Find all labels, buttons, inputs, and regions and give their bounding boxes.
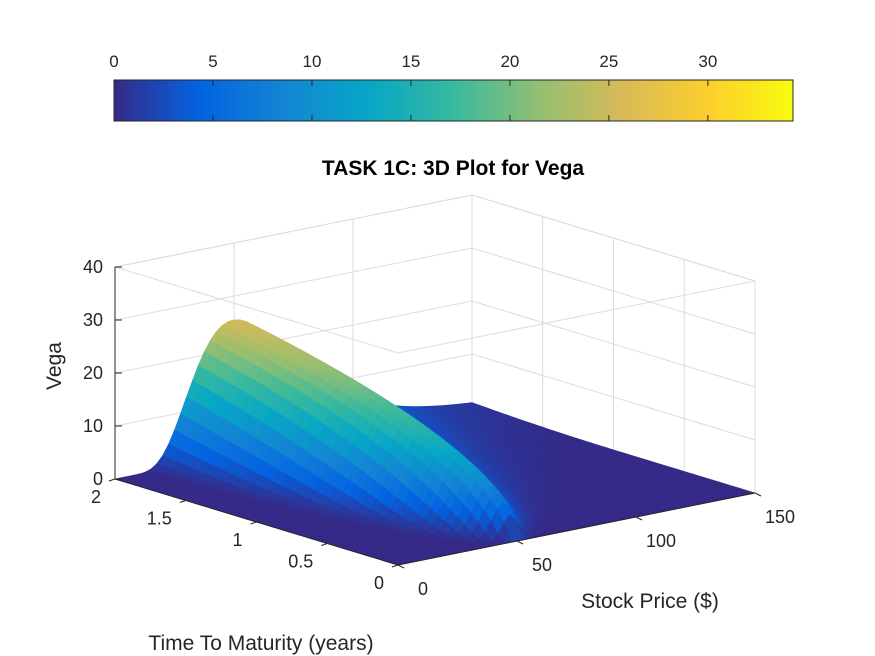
grid-line-z-back	[114, 194, 756, 282]
x-axis-label: Stock Price ($)	[581, 590, 719, 613]
colorbar-ticks: 0 5 10 15 20 25 30	[109, 52, 717, 121]
x-axis-line	[397, 492, 756, 566]
colorbar-tick-label: 0	[109, 52, 118, 71]
x-tick-label: 150	[765, 507, 795, 527]
z-tick-label: 40	[83, 257, 103, 277]
colorbar-tick-label: 5	[208, 52, 217, 71]
x-tick-label: 100	[646, 531, 676, 551]
y-tick-label: 0	[374, 573, 384, 593]
x-tick-mark	[635, 516, 643, 521]
x-tick-mark	[397, 564, 405, 569]
y-tick-label: 1	[232, 530, 242, 550]
grid-line-z-back	[114, 247, 756, 335]
x-tick-label: 50	[532, 555, 552, 575]
x-tick-label: 0	[418, 579, 428, 599]
y-tick-mark	[250, 521, 257, 525]
y-axis-label: Time To Maturity (years)	[148, 632, 373, 655]
box-top	[114, 194, 756, 354]
colorbar-tick-label: 30	[698, 52, 717, 71]
colorbar: 0 5 10 15 20 25 30	[109, 52, 794, 122]
z-tick-label: 0	[93, 469, 103, 489]
y-tick-mark	[391, 564, 399, 568]
y-tick-mark	[108, 478, 116, 482]
colorbar-tick-label: 25	[599, 52, 618, 71]
colorbar-tick-label: 10	[302, 52, 321, 71]
y-tick-label: 0.5	[288, 552, 313, 572]
y-tick-label: 2	[91, 487, 101, 507]
y-tick-mark	[179, 500, 186, 503]
vega-surface	[114, 319, 756, 566]
z-tick-label: 20	[83, 363, 103, 383]
z-tick-label: 30	[83, 310, 103, 330]
x-tick-mark	[754, 492, 762, 497]
z-tick-label: 10	[83, 416, 103, 436]
colorbar-tick-label: 15	[401, 52, 420, 71]
chart-title: TASK 1C: 3D Plot for Vega	[322, 157, 584, 180]
x-tick-mark	[516, 540, 524, 545]
z-axis-label: Vega	[43, 342, 66, 390]
y-tick-mark	[321, 543, 328, 546]
colorbar-gradient	[113, 79, 794, 122]
colorbar-tick-label: 20	[500, 52, 519, 71]
y-tick-label: 1.5	[147, 509, 172, 529]
